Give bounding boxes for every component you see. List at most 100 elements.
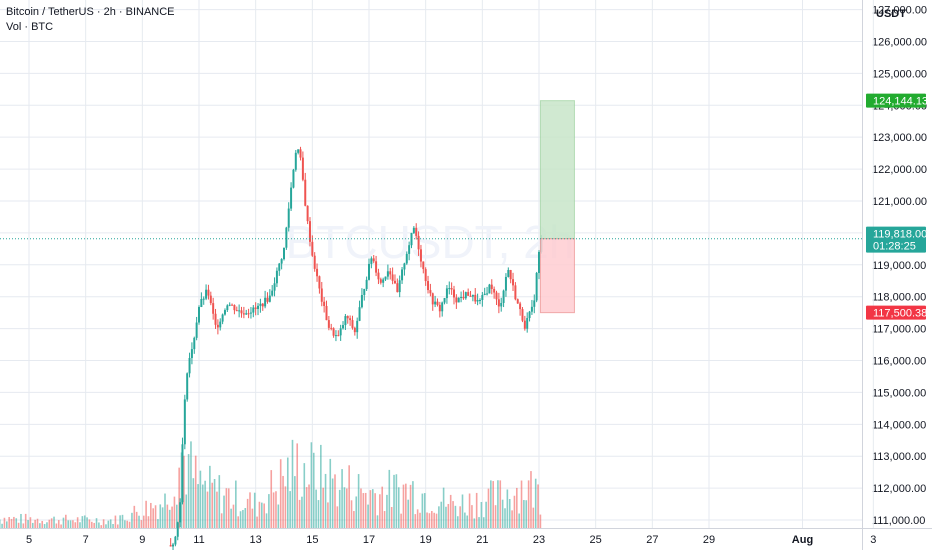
- candle-body: [257, 305, 260, 309]
- candle-body: [231, 304, 234, 306]
- volume-bar: [379, 494, 381, 528]
- volume-bar: [409, 484, 412, 528]
- candle-body: [252, 307, 255, 313]
- candle-body: [422, 261, 425, 270]
- volume-bar: [168, 509, 171, 528]
- x-tick-label: 7: [83, 534, 89, 546]
- candle-body: [445, 288, 448, 299]
- stop-zone[interactable]: [539, 238, 575, 314]
- volume-bar: [419, 512, 421, 528]
- candle-body: [386, 271, 389, 277]
- volume-bar: [135, 511, 138, 528]
- volume-bar: [60, 524, 62, 528]
- volume-bar: [91, 521, 93, 528]
- candle-body: [488, 284, 491, 294]
- candle-body: [474, 294, 477, 302]
- candle-body: [313, 255, 316, 269]
- volume-bar: [480, 501, 483, 528]
- candle-body: [443, 298, 446, 303]
- candle-body: [200, 299, 203, 308]
- candle-body: [264, 297, 267, 307]
- candle-body: [221, 314, 224, 322]
- target-zone[interactable]: [539, 100, 575, 240]
- x-tick-label: 9: [139, 534, 145, 546]
- volume-bar: [24, 513, 27, 528]
- volume-bar: [400, 513, 402, 528]
- volume-bar: [171, 506, 173, 528]
- candle-body: [339, 328, 342, 336]
- volume-bar: [46, 522, 48, 528]
- volume-bar: [490, 480, 492, 528]
- y-tick-label: 121,000.00: [872, 196, 927, 208]
- volume-bar: [296, 443, 299, 528]
- volume-bar: [194, 455, 197, 528]
- volume-bar: [95, 518, 98, 528]
- volume-bar: [124, 520, 126, 528]
- volume-bar: [350, 500, 353, 528]
- candle-body: [172, 544, 175, 547]
- candle-body: [360, 295, 363, 308]
- volume-bar: [383, 511, 386, 528]
- volume-bar: [478, 517, 480, 528]
- volume-bar: [268, 494, 270, 528]
- volume-bar: [1, 523, 3, 528]
- volume-bar: [43, 524, 46, 528]
- candle-body: [275, 270, 278, 284]
- x-tick-label: 25: [590, 534, 602, 546]
- volume-bar: [282, 475, 284, 528]
- x-tick-label: 15: [306, 534, 318, 546]
- volume-bar: [513, 495, 516, 528]
- volume-indicator-label[interactable]: Vol · BTC: [6, 21, 54, 33]
- candle-body: [469, 295, 472, 297]
- volume-bar: [272, 492, 275, 528]
- volume-bar: [6, 521, 8, 528]
- volume-bar: [112, 524, 114, 528]
- candle-body: [301, 157, 304, 180]
- candle-body: [500, 302, 503, 307]
- candle-body: [283, 247, 285, 260]
- y-tick-label: 113,000.00: [872, 451, 926, 463]
- volume-bar: [223, 495, 225, 528]
- candle-body: [280, 259, 283, 264]
- candle-body: [259, 303, 262, 306]
- candle-body: [450, 288, 453, 290]
- candle-body: [507, 269, 510, 277]
- volume-bar: [324, 473, 327, 528]
- symbol-title[interactable]: Bitcoin / TetherUS · 2h · BINANCE: [6, 6, 175, 18]
- volume-bar: [107, 520, 110, 528]
- volume-bar: [523, 500, 525, 528]
- volume-bar: [29, 517, 32, 528]
- volume-bar: [395, 474, 398, 528]
- volume-bar: [225, 488, 228, 528]
- candle-body: [266, 297, 269, 302]
- volume-bar: [239, 511, 242, 528]
- volume-bar: [376, 515, 379, 528]
- volume-bar: [289, 491, 291, 528]
- volume-bar: [173, 496, 176, 528]
- volume-bar: [235, 480, 237, 528]
- volume-bar: [72, 520, 74, 528]
- volume-bar: [242, 509, 244, 528]
- candle-body: [202, 298, 205, 300]
- candle-body: [273, 283, 276, 291]
- volume-bar: [67, 520, 69, 528]
- volume-bar: [3, 517, 6, 528]
- candle-body: [441, 302, 444, 312]
- volume-bar: [471, 505, 473, 528]
- last-price-tag-bg: [866, 226, 926, 253]
- candle-body: [290, 187, 293, 209]
- candle-body: [375, 261, 378, 273]
- volume-bar: [176, 504, 178, 528]
- currency-label[interactable]: USDT: [876, 8, 906, 20]
- volume-bar: [334, 474, 336, 528]
- x-tick-label: 5: [26, 534, 32, 546]
- candle-body: [486, 293, 489, 295]
- volume-bar: [190, 441, 192, 528]
- candle-body: [497, 299, 500, 307]
- volume-bar: [504, 508, 506, 528]
- x-tick-label: 27: [646, 534, 658, 546]
- volume-bar: [81, 516, 84, 528]
- candle-body: [438, 304, 441, 312]
